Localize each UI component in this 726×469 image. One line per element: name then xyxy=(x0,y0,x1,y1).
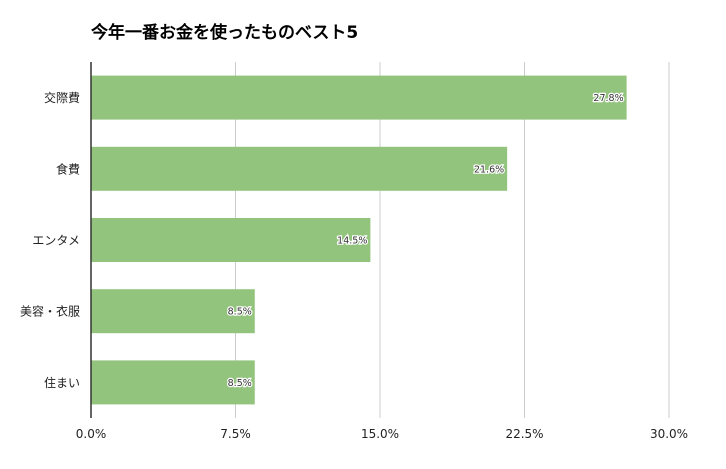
bar xyxy=(91,218,371,262)
bar xyxy=(91,360,255,405)
category-label: エンタメ xyxy=(32,234,80,248)
x-tick-label: 22.5% xyxy=(505,427,543,441)
x-tick-label: 15.0% xyxy=(361,427,399,441)
bar xyxy=(91,146,508,191)
x-tick-label: 30.0% xyxy=(650,427,688,441)
category-label: 美容・衣服 xyxy=(20,304,80,319)
data-label: 14.5% xyxy=(337,236,367,247)
x-tick-label: 7.5% xyxy=(220,427,251,441)
category-label: 交際費 xyxy=(44,90,80,105)
data-label: 8.5% xyxy=(228,307,252,318)
category-label: 食費 xyxy=(56,161,80,176)
data-label: 8.5% xyxy=(228,378,252,389)
x-tick-label: 0.0% xyxy=(76,427,107,441)
data-label: 27.8% xyxy=(593,93,623,104)
data-label: 21.6% xyxy=(474,164,504,175)
bar xyxy=(91,289,255,334)
bar xyxy=(91,75,627,120)
chart-title: 今年一番お金を使ったものベスト5 xyxy=(91,23,359,43)
category-label: 住まい xyxy=(44,376,80,390)
